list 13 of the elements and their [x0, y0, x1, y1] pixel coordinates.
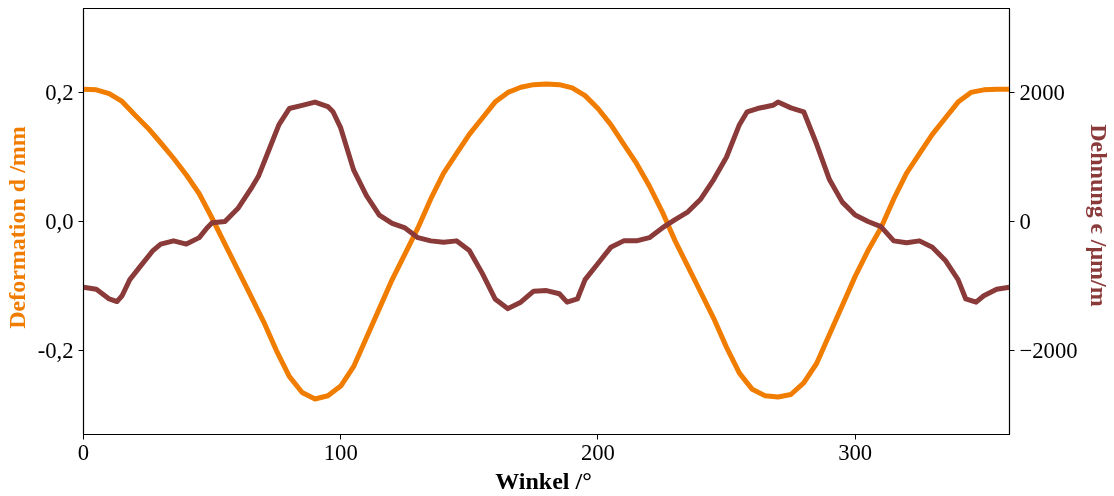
y-tick-label: 0,0	[45, 209, 74, 234]
x-tick-label: 0	[77, 439, 90, 465]
x-tick-label: 100	[323, 439, 358, 465]
x-tick-label: 200	[580, 439, 615, 465]
y2-tick-label: −2000	[1019, 338, 1078, 364]
x-axis-title: Winkel /°	[495, 467, 592, 494]
y-tick-label: 0,2	[45, 79, 74, 105]
x-tick-label: 300	[838, 439, 873, 465]
y-axis-title: Deformation d /mm	[3, 126, 30, 329]
y2-tick-label: 2000	[1019, 79, 1065, 105]
y2-axis-title: Dehnung ϵ /μm/m	[1085, 124, 1112, 307]
y2-tick-label: 0	[1019, 209, 1031, 234]
y-tick-label: -0,2	[37, 338, 74, 364]
